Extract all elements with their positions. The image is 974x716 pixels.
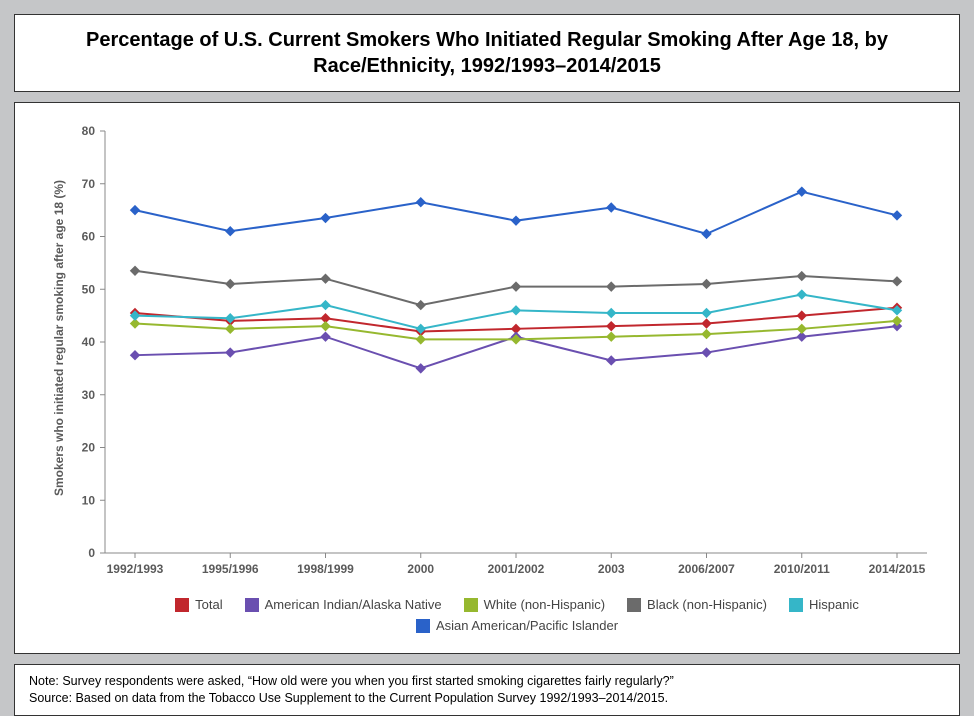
svg-text:10: 10	[82, 493, 96, 507]
legend-item: Hispanic	[789, 597, 859, 612]
legend-label: Hispanic	[809, 597, 859, 612]
svg-text:2003: 2003	[598, 562, 625, 576]
svg-text:1992/1993: 1992/1993	[107, 562, 164, 576]
svg-text:2000: 2000	[407, 562, 434, 576]
note-text-1: Note: Survey respondents were asked, “Ho…	[29, 673, 945, 690]
legend-item: Total	[175, 597, 222, 612]
legend-label: Black (non-Hispanic)	[647, 597, 767, 612]
legend-swatch	[416, 619, 430, 633]
legend-item: White (non-Hispanic)	[464, 597, 605, 612]
svg-text:40: 40	[82, 335, 96, 349]
svg-text:1995/1996: 1995/1996	[202, 562, 259, 576]
legend-label: White (non-Hispanic)	[484, 597, 605, 612]
legend-label: American Indian/Alaska Native	[265, 597, 442, 612]
svg-text:2006/2007: 2006/2007	[678, 562, 735, 576]
legend-swatch	[789, 598, 803, 612]
legend-label: Asian American/Pacific Islander	[436, 618, 618, 633]
chart-legend: Total American Indian/Alaska Native White …	[129, 597, 905, 633]
svg-text:60: 60	[82, 230, 96, 244]
legend-item: Black (non-Hispanic)	[627, 597, 767, 612]
line-chart: 0 10 20 30 40 50 60 70 80 1992/1993 1995/1996 1998/…	[47, 121, 947, 591]
svg-text:70: 70	[82, 177, 96, 191]
legend-item: American Indian/Alaska Native	[245, 597, 442, 612]
svg-text:30: 30	[82, 388, 96, 402]
note-text-2: Source: Based on data from the Tobacco U…	[29, 690, 945, 707]
legend-swatch	[627, 598, 641, 612]
svg-text:50: 50	[82, 282, 96, 296]
legend-swatch	[245, 598, 259, 612]
chart-area: Smokers who initiated regular smoking af…	[29, 121, 945, 645]
svg-text:80: 80	[82, 124, 96, 138]
legend-item: Asian American/Pacific Islander	[416, 618, 618, 633]
svg-text:2010/2011: 2010/2011	[774, 562, 830, 576]
title-panel: Percentage of U.S. Current Smokers Who I…	[14, 14, 960, 92]
svg-text:2001/2002: 2001/2002	[488, 562, 545, 576]
svg-text:20: 20	[82, 441, 96, 455]
note-panel: Note: Survey respondents were asked, “Ho…	[14, 664, 960, 716]
svg-text:2014/2015: 2014/2015	[869, 562, 926, 576]
chart-panel: Smokers who initiated regular smoking af…	[14, 102, 960, 654]
chart-title: Percentage of U.S. Current Smokers Who I…	[35, 27, 939, 79]
svg-text:1998/1999: 1998/1999	[297, 562, 354, 576]
legend-label: Total	[195, 597, 222, 612]
legend-swatch	[464, 598, 478, 612]
legend-swatch	[175, 598, 189, 612]
svg-text:0: 0	[88, 546, 95, 560]
